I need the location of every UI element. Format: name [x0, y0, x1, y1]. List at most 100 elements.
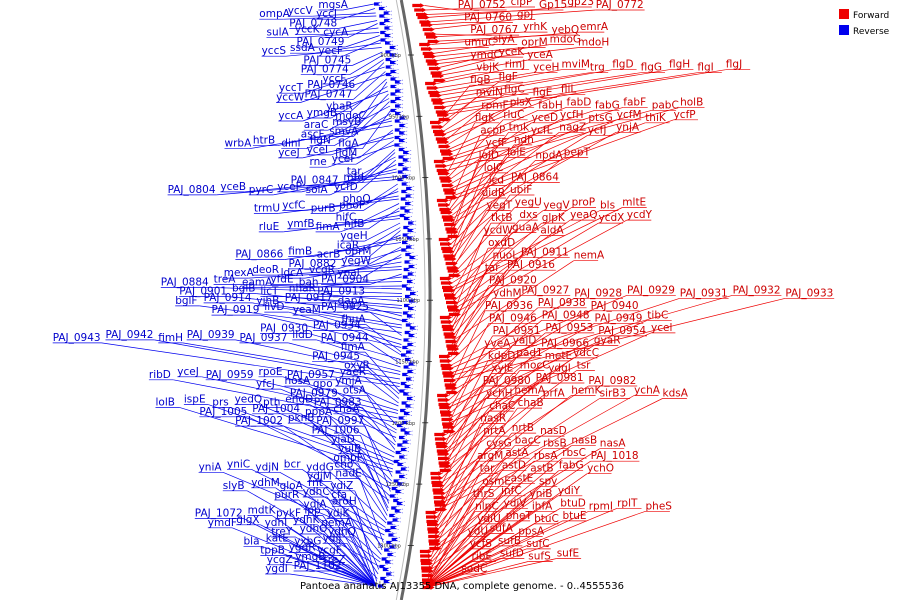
gene-connector — [427, 473, 480, 576]
gene-label: PAJ_0949 — [595, 312, 643, 324]
gene-label: chaB — [518, 397, 544, 409]
gene-connector — [359, 478, 384, 543]
gene-connector — [319, 27, 379, 36]
gene-label: PAJ_0979 — [290, 387, 338, 399]
gene-label: ompA — [259, 8, 290, 20]
reverse-gene-arrow — [378, 6, 387, 11]
gene-label: proP — [572, 197, 596, 209]
gene-connector — [451, 207, 516, 276]
gene-connector — [208, 404, 394, 470]
gene-connector — [334, 191, 399, 214]
gene-label: lolE — [507, 146, 526, 158]
gene-label: ydhI — [265, 517, 288, 529]
gene-label: mgsA — [318, 0, 348, 11]
gene-label: treY — [271, 526, 293, 538]
gene-label: lolB — [156, 397, 175, 409]
gene-label: yulB — [338, 443, 361, 455]
gene-label: PAJ_0954 — [598, 325, 646, 337]
forward-gene-arrow — [426, 514, 438, 520]
gene-label: PAJ_0932 — [733, 284, 781, 296]
gene-label: ydiJ — [323, 532, 342, 544]
gene-connector — [433, 445, 515, 542]
gene-label: ymfB — [287, 218, 314, 230]
gene-label: PAJ_0937 — [240, 332, 288, 344]
forward-gene-arrow — [426, 34, 438, 40]
gene-label: yccF — [323, 73, 347, 85]
gene-label: tibC — [647, 309, 668, 321]
reverse-gene-arrow — [395, 450, 404, 455]
gene-label: ymgB — [307, 107, 337, 119]
gene-label: flgK — [475, 112, 496, 124]
forward-gene-arrow — [442, 327, 455, 332]
forward-gene-arrow — [448, 351, 461, 356]
reverse-gene-arrow — [403, 267, 412, 272]
forward-gene-arrow — [430, 120, 442, 125]
gene-connector — [346, 543, 377, 587]
gene-label: ihfA — [532, 500, 553, 512]
gene-label: ydhM — [251, 477, 280, 489]
gene-label: ydiZ — [330, 480, 353, 492]
forward-gene-arrow — [434, 432, 447, 437]
gene-label: rimJ — [505, 59, 526, 71]
gene-connector — [425, 511, 533, 588]
gene-label: sodC — [461, 563, 487, 575]
gene-connector — [279, 471, 386, 531]
gene-label: spy — [539, 475, 557, 487]
gene-connector — [449, 297, 786, 381]
gene-label: PAJ_1018 — [591, 450, 639, 462]
gene-connector — [314, 42, 382, 54]
gene-connector — [427, 22, 465, 26]
gene-label: sulA — [267, 27, 290, 39]
forward-gene-arrow — [426, 85, 439, 91]
gene-label: gpJ — [517, 9, 533, 21]
reverse-gene-arrow — [394, 508, 403, 514]
reverse-gene-arrow — [383, 10, 392, 16]
gene-label: tar — [347, 165, 363, 177]
forward-gene-arrow — [429, 541, 441, 547]
reverse-gene-arrow — [381, 556, 390, 562]
gene-label: yedQ — [235, 394, 263, 406]
reverse-gene-arrow — [399, 435, 407, 440]
gene-label: thiK — [645, 112, 667, 124]
reverse-gene-arrow — [404, 208, 413, 214]
reverse-gene-arrow — [398, 415, 407, 421]
kbp-tick-label: 1250 kbp — [386, 482, 410, 488]
gene-label: chaA — [333, 403, 360, 415]
gene-label: PAJ_0933 — [785, 287, 833, 299]
gene-label: ascF — [301, 128, 325, 140]
gene-label: deoR — [252, 264, 279, 276]
gene-connector — [451, 222, 492, 296]
reverse-gene-arrow — [405, 322, 414, 328]
reverse-gene-arrow — [390, 108, 399, 113]
gene-connector — [101, 342, 400, 387]
gene-label: ydhK — [293, 514, 321, 526]
forward-gene-arrow — [447, 234, 460, 239]
reverse-gene-arrow — [388, 532, 397, 538]
gene-connector — [305, 117, 392, 150]
gene-label: yveA — [484, 337, 511, 349]
gene-connector — [446, 348, 485, 428]
gene-label: yajD — [513, 334, 537, 346]
reverse-gene-arrow — [407, 228, 416, 233]
gene-label: flgM — [335, 147, 357, 159]
gene-label: nemA — [574, 250, 605, 262]
reverse-gene-arrow — [399, 130, 408, 136]
gene-connector — [357, 462, 388, 516]
forward-gene-arrow — [427, 39, 440, 44]
forward-gene-arrow — [434, 502, 447, 508]
gene-connector — [280, 305, 402, 326]
gene-label: smvA — [329, 125, 359, 137]
gene-label: PAJ_0884 — [161, 276, 209, 288]
reverse-gene-arrow — [402, 274, 411, 280]
gene-label: yaeR — [340, 366, 366, 378]
forward-gene-arrow — [443, 217, 455, 223]
gene-connector — [256, 293, 403, 309]
gene-label: astA — [505, 447, 529, 459]
gene-label: pykF — [276, 508, 301, 520]
reverse-gene-arrow — [401, 283, 410, 289]
gene-connector — [440, 72, 698, 113]
gene-connector — [350, 78, 387, 112]
forward-gene-arrow — [439, 207, 452, 212]
gene-label: yegV — [543, 200, 570, 212]
gene-label: rbsA — [534, 450, 558, 462]
